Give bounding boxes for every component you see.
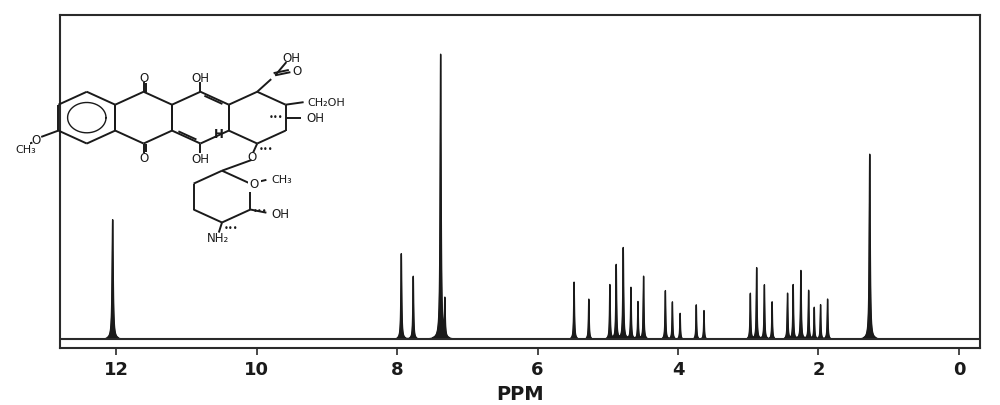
Text: O: O — [139, 72, 148, 85]
Text: O: O — [247, 151, 256, 164]
X-axis label: PPM: PPM — [496, 384, 544, 403]
Text: •••: ••• — [224, 224, 239, 232]
Text: •••: ••• — [253, 207, 267, 216]
Text: CH₃: CH₃ — [271, 174, 292, 184]
Text: O: O — [292, 65, 301, 78]
Text: OH: OH — [271, 208, 289, 221]
Text: CH₂OH: CH₂OH — [308, 97, 345, 107]
Text: OH: OH — [191, 152, 209, 165]
Text: O: O — [250, 178, 259, 191]
Text: •••: ••• — [269, 112, 284, 121]
Text: NH₂: NH₂ — [207, 232, 229, 245]
Text: O: O — [139, 151, 148, 164]
Text: H: H — [214, 127, 224, 140]
Text: O: O — [32, 134, 41, 147]
Text: OH: OH — [306, 112, 324, 125]
Text: •••: ••• — [259, 145, 273, 154]
Text: OH: OH — [282, 51, 300, 64]
Text: CH₃: CH₃ — [16, 145, 36, 155]
Text: OH: OH — [191, 72, 209, 85]
